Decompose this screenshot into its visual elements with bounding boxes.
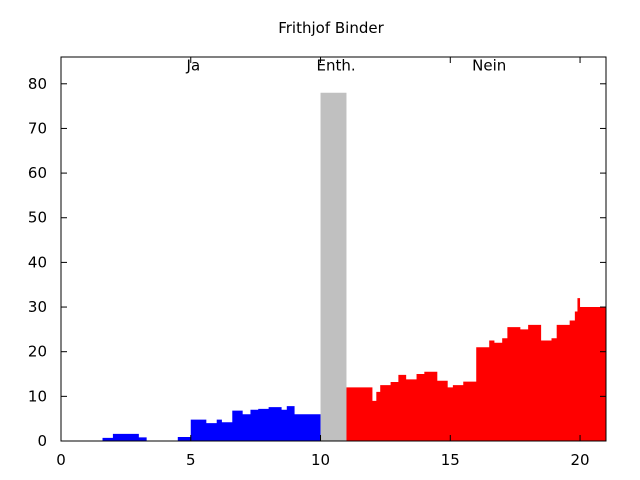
annotation-ja: Ja [186,56,201,74]
y-tick-label: 40 [28,253,47,271]
y-tick-label: 50 [28,209,47,227]
series-area-enth [320,92,347,441]
annotation-nein: Nein [472,56,506,74]
y-tick-label: 70 [28,119,47,137]
annotation-layer: Ja Enth. Nein [186,56,507,74]
x-tick-label: 15 [441,451,460,469]
y-tick-label: 80 [28,75,47,93]
annotation-enth: Enth. [317,56,356,74]
x-tick-label: 10 [311,451,330,469]
y-tick-label: 0 [37,432,47,450]
y-tick-label: 30 [28,298,47,316]
y-tick-label: 20 [28,343,47,361]
x-tick-label: 0 [56,451,66,469]
plot-frame [60,56,607,442]
series-area-ja [102,406,321,441]
chart-title: Frithjof Binder [278,19,384,37]
axis-layer: 0 5 10 15 20 0 10 20 30 40 50 60 70 80 [28,56,607,469]
series-area-nein [346,298,606,441]
x-tick-label: 5 [186,451,196,469]
series-layer [102,92,606,441]
y-tick-label: 10 [28,387,47,405]
x-tick-label: 20 [571,451,590,469]
y-tick-label: 60 [28,164,47,182]
